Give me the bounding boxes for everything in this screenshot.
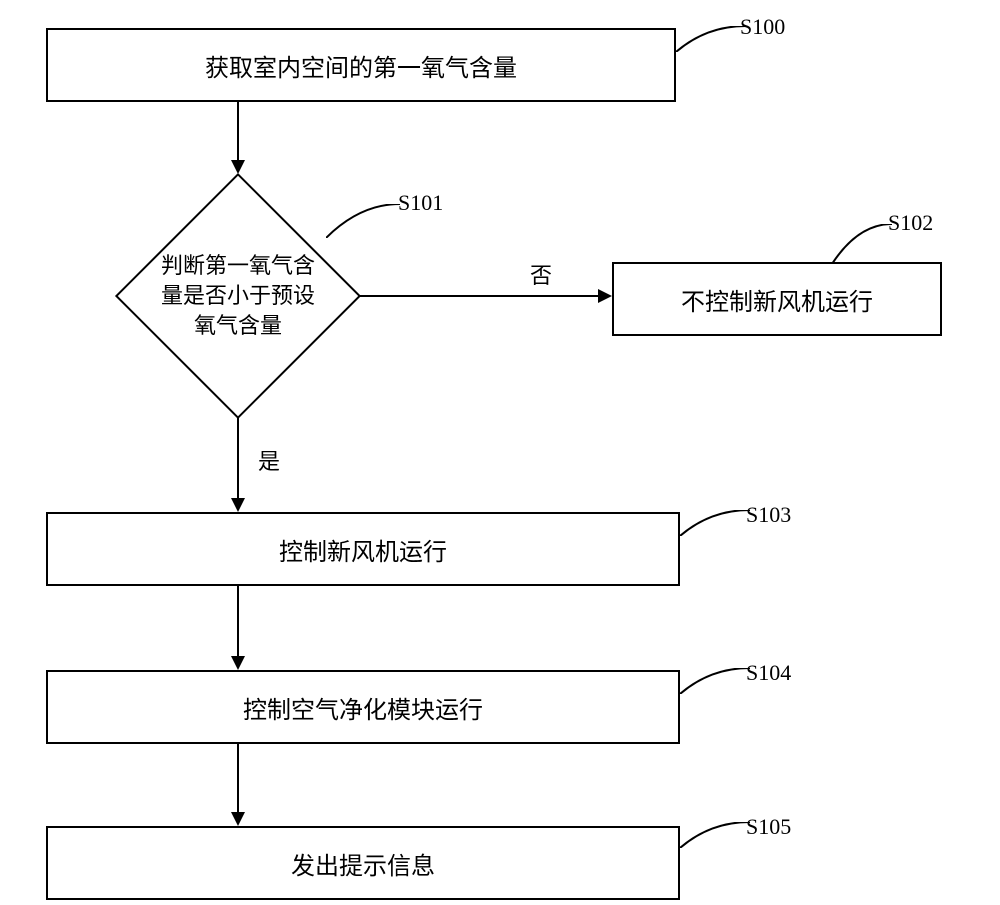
edge-s104-s105 (237, 744, 239, 812)
leader-s103 (680, 510, 750, 536)
leader-s104 (680, 668, 750, 694)
node-s105-label: S105 (746, 814, 791, 840)
node-s105: 发出提示信息 (46, 826, 680, 900)
edge-s100-s101-head (231, 160, 245, 174)
node-s103: 控制新风机运行 (46, 512, 680, 586)
leader-s105 (680, 822, 750, 848)
node-s105-text: 发出提示信息 (291, 846, 435, 881)
edge-no-label: 否 (530, 258, 552, 290)
node-s102-label: S102 (888, 210, 933, 236)
node-s101-text: 判断第一氧气含量是否小于预设氧气含量 (153, 251, 323, 340)
leader-s100 (676, 26, 746, 52)
node-s101: 判断第一氧气含量是否小于预设氧气含量 (116, 174, 360, 418)
leader-s102 (832, 224, 892, 264)
node-s100-label: S100 (740, 14, 785, 40)
edge-s100-s101 (237, 102, 239, 162)
edge-yes-label: 是 (258, 444, 280, 476)
edge-s103-s104 (237, 586, 239, 656)
node-s104-label: S104 (746, 660, 791, 686)
edge-s103-s104-head (231, 656, 245, 670)
node-s100: 获取室内空间的第一氧气含量 (46, 28, 676, 102)
node-s100-text: 获取室内空间的第一氧气含量 (205, 48, 517, 83)
edge-s101-s102-head (598, 289, 612, 303)
node-s102-text: 不控制新风机运行 (681, 282, 873, 317)
edge-s101-s103 (237, 418, 239, 498)
node-s101-label: S101 (398, 190, 443, 216)
node-s102: 不控制新风机运行 (612, 262, 942, 336)
node-s104-text: 控制空气净化模块运行 (243, 690, 483, 725)
edge-s101-s102 (360, 295, 598, 297)
leader-s101 (326, 204, 400, 238)
node-s103-label: S103 (746, 502, 791, 528)
edge-s104-s105-head (231, 812, 245, 826)
flowchart-canvas: 获取室内空间的第一氧气含量 S100 判断第一氧气含量是否小于预设氧气含量 S1… (0, 0, 1000, 905)
node-s103-text: 控制新风机运行 (279, 532, 447, 567)
edge-s101-s103-head (231, 498, 245, 512)
node-s104: 控制空气净化模块运行 (46, 670, 680, 744)
